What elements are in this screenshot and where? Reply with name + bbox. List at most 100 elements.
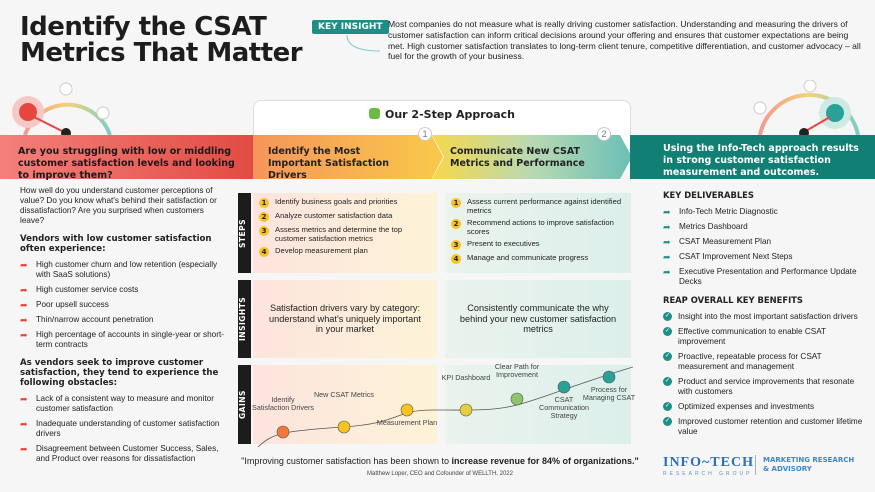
step2-number: 2	[597, 127, 611, 141]
obstacle-item: ➦ Disagreement between Customer Success, …	[20, 444, 230, 464]
gain-label: KPI Dashboard	[441, 373, 491, 382]
benefit-item: ✓ Insight into the most important satisfa…	[663, 312, 863, 322]
gain-smiley-icon	[276, 425, 290, 439]
gauge-low-icon	[12, 82, 112, 138]
deliverable-item: ➦ Metrics Dashboard	[663, 222, 863, 232]
arrow-icon: ➦	[20, 330, 28, 340]
connector-curve-icon	[346, 34, 381, 52]
deliverable-item-text: Executive Presentation and Performance U…	[679, 267, 857, 286]
obstacle-item-text: Inadequate understanding of customer sat…	[36, 419, 220, 438]
step-item: 1 Assess current performance against iden…	[451, 197, 625, 215]
gain-smiley-icon	[602, 370, 616, 384]
benefit-item: ✓ Product and service improvements that r…	[663, 377, 863, 397]
step1-number: 1	[418, 127, 432, 141]
gain-label: Identify Satisfaction Drivers	[252, 395, 314, 412]
deliverable-item: ➦ Info-Tech Metric Diagnostic	[663, 207, 863, 217]
symptoms-heading: Vendors with low customer satisfaction o…	[20, 234, 212, 254]
gain-smiley-icon	[337, 420, 351, 434]
symptom-item: ➦ High customer service costs	[20, 285, 230, 295]
step-text: Analyze customer satisfaction data	[275, 211, 393, 220]
symptom-item-text: Poor upsell success	[36, 300, 109, 309]
arrow-icon: ➦	[20, 315, 28, 325]
check-icon: ✓	[663, 402, 672, 411]
arrow-icon: ➦	[663, 267, 671, 277]
row-label-insights: INSIGHTS	[238, 280, 251, 358]
step2-banner: Communicate New CSAT Metrics and Perform…	[432, 135, 632, 179]
step1-steps: 1 Identify business goals and priorities 2…	[253, 193, 437, 273]
step-number: 2	[259, 212, 269, 222]
quote: "Improving customer satisfaction has bee…	[220, 456, 660, 466]
step-text: Develop measurement plan	[275, 246, 368, 256]
outcomes-column: KEY DELIVERABLES ➦ Info-Tech Metric Diagn…	[663, 190, 863, 442]
arrow-icon: ➦	[663, 252, 671, 262]
key-insight-badge: KEY INSIGHT	[312, 20, 389, 34]
logo-name: INFO~TECH	[663, 455, 754, 470]
row-label-steps: STEPS	[238, 193, 251, 273]
step-number: 3	[259, 226, 269, 236]
quote-text: "Improving customer satisfaction has bee…	[241, 456, 452, 466]
step2-insight: Consistently communicate the why behind …	[445, 280, 631, 358]
step-number: 1	[259, 198, 269, 208]
obstacle-item: ➦ Lack of a consistent way to measure and…	[20, 394, 230, 414]
step-item: 4 Develop measurement plan	[259, 246, 431, 258]
benefit-text: Improved customer retention and customer…	[678, 417, 863, 436]
symptom-item-text: Thin/narrow account penetration	[36, 315, 154, 324]
step-number: 3	[451, 240, 461, 251]
approach-title: Our 2-Step Approach	[253, 108, 631, 121]
step-number: 1	[451, 198, 461, 208]
benefit-text: Optimized expenses and investments	[678, 402, 815, 411]
step1-insight: Satisfaction drivers vary by category: u…	[253, 280, 437, 358]
intro-text: How well do you understand customer perc…	[20, 186, 217, 225]
symptom-item: ➦ Poor upsell success	[20, 300, 230, 310]
step-item: 2 Recommend actions to improve satisfacti…	[451, 218, 625, 236]
row-label-gains: GAINS	[238, 365, 251, 444]
benefit-item: ✓ Proactive, repeatable process for CSAT …	[663, 352, 863, 372]
arrow-icon: ➦	[20, 444, 28, 454]
logo-tag2: & ADVISORY	[763, 465, 812, 473]
logo-divider	[755, 455, 756, 475]
arrow-icon: ➦	[20, 285, 28, 295]
benefit-text: Proactive, repeatable process for CSAT m…	[678, 352, 822, 371]
symptom-item-text: High customer churn and low retention (e…	[36, 260, 218, 279]
benefits-heading: REAP OVERALL KEY BENEFITS	[663, 295, 803, 305]
step-item: 3 Assess metrics and determine the top cu…	[259, 225, 431, 243]
step2-steps: 1 Assess current performance against iden…	[445, 193, 631, 273]
logo-tagline: MARKETING RESEARCH & ADVISORY	[763, 456, 854, 474]
check-icon: ✓	[663, 352, 672, 361]
result-banner: Using the Info-Tech approach results in …	[630, 135, 875, 179]
gauge-high-icon	[753, 80, 860, 138]
quote-source: Matthew Loper, CEO and Cofounder of WELL…	[367, 471, 513, 477]
step-item: 4 Manage and communicate progress	[451, 253, 625, 265]
step-number: 4	[259, 247, 269, 258]
step2-gains	[445, 365, 631, 444]
arrow-icon: ➦	[20, 394, 28, 404]
obstacle-item-text: Lack of a consistent way to measure and …	[36, 394, 214, 413]
symptom-item: ➦ High customer churn and low retention (…	[20, 260, 230, 280]
gains-curve	[257, 366, 633, 447]
gain-smiley-icon	[459, 403, 473, 417]
arrow-icon: ➦	[20, 300, 28, 310]
page-title: Identify the CSAT Metrics That Matter	[20, 12, 303, 68]
key-insight-text: Most companies do not measure what is re…	[388, 19, 861, 62]
gain-label: CSAT Communication Strategy	[539, 395, 589, 420]
benefit-item: ✓ Optimized expenses and investments	[663, 402, 863, 412]
deliverable-item: ➦ CSAT Improvement Next Steps	[663, 252, 863, 262]
step-text: Manage and communicate progress	[467, 253, 589, 263]
challenge-column: How well do you understand customer perc…	[20, 186, 230, 469]
step-text: Present to executives	[467, 239, 540, 249]
symptom-item: ➦ Thin/narrow account penetration	[20, 315, 230, 325]
benefit-text: Effective communication to enable CSAT i…	[678, 327, 826, 346]
gain-smiley-icon	[400, 403, 414, 417]
arrow-icon: ➦	[663, 222, 671, 232]
gain-label: Measurement Plan	[376, 418, 438, 427]
gain-label: Clear Path for Improvement	[494, 362, 540, 379]
step1-banner: Identify the Most Important Satisfaction…	[253, 135, 443, 179]
arrow-icon: ➦	[20, 419, 28, 429]
step-number: 2	[451, 219, 461, 230]
check-icon: ✓	[663, 377, 672, 386]
deliverable-item: ➦ Executive Presentation and Performance …	[663, 267, 863, 287]
logo-sub: RESEARCH GROUP	[663, 471, 753, 477]
hexagon-icon	[368, 108, 380, 119]
approach-title-text: Our 2-Step Approach	[384, 108, 516, 121]
step-item: 1 Identify business goals and priorities	[259, 197, 431, 208]
